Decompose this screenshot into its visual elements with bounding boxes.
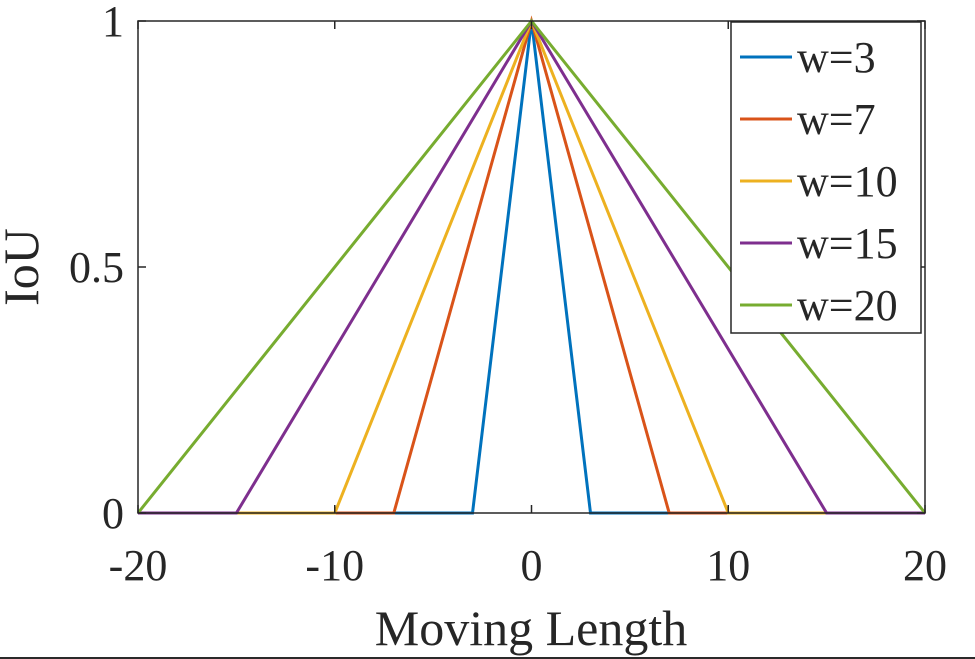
x-tick-label: 0 xyxy=(521,541,543,590)
legend-label: w=3 xyxy=(797,33,876,82)
x-tick-label: 20 xyxy=(903,541,947,590)
x-tick-label: -20 xyxy=(109,541,168,590)
bottom-rule xyxy=(0,657,975,659)
legend-box xyxy=(730,21,922,334)
y-tick-label: 1 xyxy=(102,0,124,46)
y-tick-label: 0.5 xyxy=(69,243,124,292)
x-axis-label: Moving Length xyxy=(375,600,687,656)
axis-ticks: -20 -10 0 10 20 0 0.5 1 xyxy=(69,0,947,590)
legend-label: w=7 xyxy=(797,95,876,144)
legend-label: w=10 xyxy=(797,157,898,206)
x-tick-label: 10 xyxy=(706,541,750,590)
x-tick-label: -10 xyxy=(305,541,364,590)
legend-label: w=15 xyxy=(797,219,898,268)
legend: w=3 w=7 w=10 w=15 w=20 xyxy=(730,21,922,334)
y-axis-label: IoU xyxy=(0,228,49,306)
legend-label: w=20 xyxy=(797,281,898,330)
y-tick-label: 0 xyxy=(102,489,124,538)
